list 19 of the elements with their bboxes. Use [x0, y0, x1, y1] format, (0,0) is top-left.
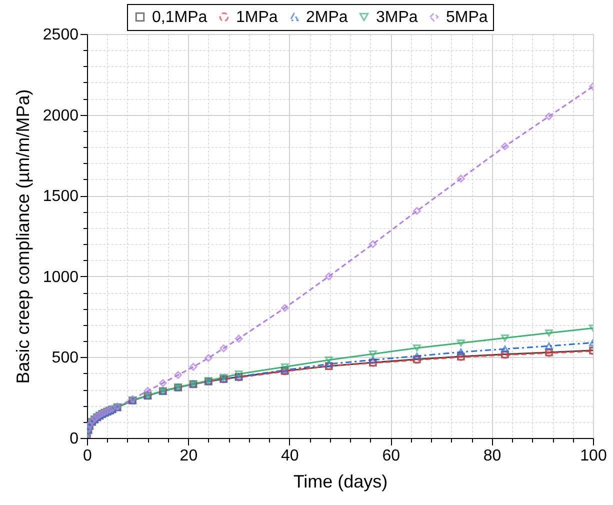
legend-label: 2MPa — [306, 9, 348, 26]
y-tick-label: 1000 — [42, 268, 79, 286]
x-axis-title: Time (days) — [293, 472, 388, 492]
y-axis-title: Basic creep compliance (µm/m/MPa) — [12, 89, 33, 384]
x-tick-label: 0 — [83, 448, 92, 464]
legend-label: 5MPa — [446, 9, 488, 26]
x-tick-label: 60 — [382, 448, 400, 464]
legend-label: 0,1MPa — [152, 9, 208, 26]
x-tick-label: 100 — [580, 448, 607, 464]
x-tick-label: 80 — [483, 448, 502, 464]
y-tick-label: 2000 — [42, 107, 79, 124]
legend-label: 1MPa — [236, 9, 278, 26]
legend-label: 3MPa — [376, 9, 418, 26]
y-tick-label: 1500 — [42, 188, 79, 206]
y-tick-label: 500 — [52, 350, 79, 367]
x-tick-label: 40 — [281, 448, 299, 464]
y-tick-label: 2500 — [42, 26, 79, 44]
y-tick-label: 0 — [70, 430, 79, 448]
x-tick-label: 20 — [180, 448, 198, 464]
